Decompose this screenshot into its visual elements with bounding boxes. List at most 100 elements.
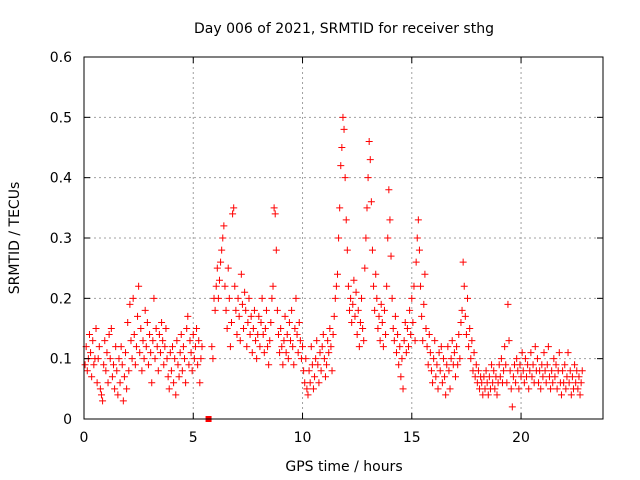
data-point (388, 294, 396, 302)
data-point (507, 385, 515, 393)
y-tick-label: 0.1 (50, 352, 72, 368)
data-point (567, 391, 575, 399)
data-point (223, 325, 231, 332)
data-point (175, 373, 183, 381)
data-point (407, 331, 415, 339)
data-point (139, 337, 147, 345)
data-point (459, 258, 467, 266)
data-point (197, 355, 205, 363)
data-point (501, 343, 509, 351)
data-point (144, 361, 152, 369)
data-point (470, 349, 478, 357)
data-point (380, 306, 388, 314)
data-point (462, 331, 470, 339)
data-point (314, 361, 322, 369)
data-point (431, 337, 439, 345)
data-point (252, 337, 260, 345)
data-point (387, 252, 395, 260)
data-point (433, 361, 441, 369)
data-point (422, 325, 430, 332)
data-point (443, 361, 451, 369)
data-point (96, 385, 104, 393)
data-point (519, 367, 527, 375)
data-point (285, 318, 293, 326)
data-point (292, 294, 300, 302)
data-point (233, 331, 241, 339)
data-point (304, 391, 312, 399)
data-point (324, 337, 332, 345)
data-point (272, 246, 280, 254)
data-point (173, 337, 181, 345)
data-point (339, 113, 347, 121)
data-point (562, 385, 570, 393)
data-point (378, 318, 386, 326)
data-point (421, 270, 429, 278)
data-point (284, 355, 292, 363)
data-point (500, 367, 508, 375)
data-point (151, 355, 159, 363)
data-point (458, 306, 466, 314)
data-point (224, 264, 232, 272)
data-point (526, 367, 534, 375)
data-point (518, 349, 526, 357)
data-point (299, 343, 307, 351)
data-point (167, 367, 175, 375)
axes: 0 0.1 0.2 0.3 0.4 0.5 0.6 0 5 10 15 20 (50, 50, 603, 446)
data-point (183, 325, 191, 332)
data-point (309, 385, 317, 393)
data-point (90, 361, 98, 369)
data-point (561, 361, 569, 369)
data-point (450, 349, 458, 357)
data-point (187, 349, 195, 357)
data-point (283, 331, 291, 339)
data-point (547, 385, 555, 393)
data-point (513, 355, 521, 363)
data-point (107, 325, 115, 332)
data-point (365, 137, 373, 145)
data-point (352, 288, 360, 296)
data-point (484, 391, 492, 399)
data-point (281, 312, 289, 320)
data-point (158, 318, 166, 326)
data-point (114, 391, 122, 399)
data-point (413, 234, 421, 242)
data-point (190, 355, 198, 363)
data-point (108, 373, 116, 381)
data-point (255, 312, 263, 320)
data-point (141, 306, 149, 314)
data-point (468, 337, 476, 345)
data-point (294, 349, 302, 357)
data-point (358, 294, 366, 302)
data-point (446, 385, 454, 393)
data-point (125, 367, 133, 375)
data-point (533, 355, 541, 363)
data-point (325, 349, 333, 357)
data-point (343, 246, 351, 254)
data-point (417, 282, 425, 290)
data-point (493, 391, 501, 399)
x-tick-label: 20 (512, 430, 530, 446)
data-point (427, 367, 435, 375)
chart-title: Day 006 of 2021, SRMTID for receiver sth… (194, 21, 494, 37)
data-point (423, 343, 431, 351)
data-point (266, 337, 274, 345)
y-tick-label: 0.3 (50, 231, 72, 247)
data-point (362, 234, 370, 242)
data-point (515, 385, 523, 393)
data-point (410, 282, 418, 290)
data-point (444, 343, 452, 351)
data-point (564, 349, 572, 357)
data-point (136, 349, 144, 357)
data-point (256, 343, 264, 351)
data-point (312, 355, 320, 363)
data-point (578, 367, 586, 375)
data-point (361, 264, 369, 272)
data-point (426, 349, 434, 357)
data-point (134, 312, 142, 320)
data-point (327, 343, 335, 351)
data-point (258, 294, 266, 302)
data-point (269, 282, 277, 290)
data-point (521, 355, 529, 363)
data-point (92, 325, 100, 332)
data-point (289, 343, 297, 351)
